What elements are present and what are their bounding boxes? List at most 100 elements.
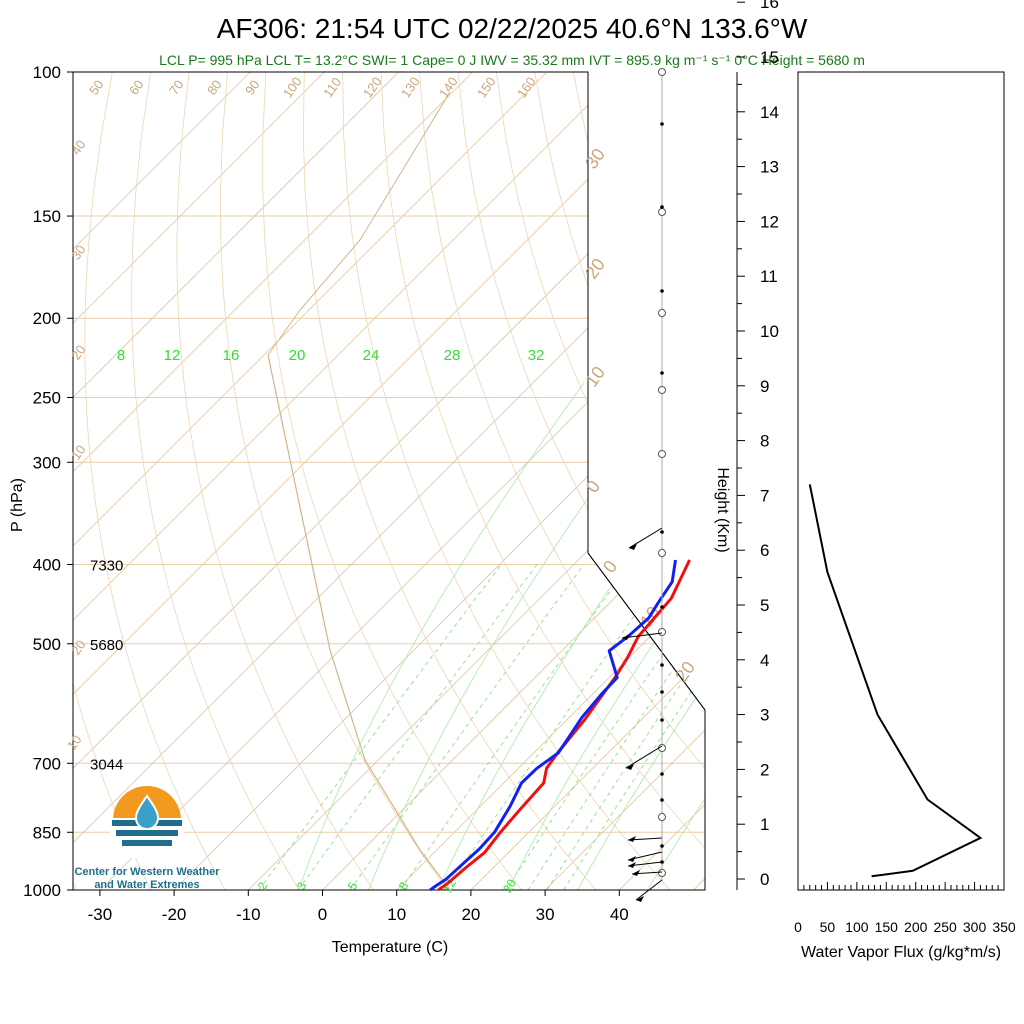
height-tick-label: 14 (760, 103, 779, 122)
height-tick-label: 10 (760, 322, 779, 341)
dry-adiabat-line (419, 72, 705, 890)
isotherm-line (693, 72, 705, 890)
skewt-frame-diagonal (587, 552, 706, 711)
dry-adiabat-label: 120 (360, 74, 385, 100)
dry-adiabat-line (176, 72, 374, 890)
wind-barb (628, 527, 663, 549)
mixing-ratio-line (527, 564, 705, 890)
x-tick-label: 20 (461, 905, 480, 924)
dry-adiabat-label: 30 (68, 242, 89, 262)
mixing-ratio-label: 28 (444, 347, 461, 364)
dry-adiabat-line (957, 72, 1024, 890)
y-tick-label: 400 (33, 555, 61, 574)
wind-level-dot (660, 289, 664, 293)
height-tick-label: 16 (760, 0, 779, 12)
x-axis-label: Temperature (C) (332, 939, 448, 956)
mixing-ratio-line (297, 564, 538, 890)
dry-adiabat-line (572, 72, 705, 890)
wind-level-dot (660, 798, 664, 802)
dry-adiabat-line (496, 72, 705, 890)
parcel-curve-upper (267, 91, 451, 356)
y-tick-label: 700 (33, 754, 61, 773)
isotherm-line (544, 72, 705, 890)
dry-adiabat-label: 160 (514, 74, 539, 100)
dry-adiabat-line (880, 72, 1024, 890)
mixing-ratio-label: 20 (500, 876, 519, 895)
height-tick-label: 5 (760, 596, 769, 615)
logo-line-2: and Water Extremes (94, 879, 199, 891)
dry-adiabat-label: 20 (671, 658, 699, 686)
y-tick-label: 500 (33, 635, 61, 654)
wind-barb-flag (632, 870, 640, 876)
x-tick-label: -10 (236, 905, 261, 924)
x-tick-label: 0 (318, 905, 327, 924)
height-tick-label: 9 (760, 377, 769, 396)
flux-tick-label: 50 (820, 919, 836, 935)
wind-barb-flag (622, 634, 630, 640)
wind-level-dot (660, 122, 664, 126)
height-tick-label: 2 (760, 760, 769, 779)
height-tick-label: 11 (760, 267, 778, 286)
wind-barb (621, 632, 663, 639)
x-tick-label: -30 (88, 905, 113, 924)
height-tick-label: 4 (760, 651, 769, 670)
wind-level-circle (658, 309, 666, 317)
wind-level-dot (660, 772, 664, 776)
logo-line-1: Center for Western Weather (74, 866, 220, 878)
y-tick-label: 150 (33, 207, 61, 226)
wind-level-circle (658, 549, 666, 557)
isotherm-line (73, 72, 705, 890)
isotherm-line (99, 72, 705, 890)
mixing-ratio-line (505, 564, 705, 890)
height-tick-label: 6 (760, 541, 769, 560)
isotherm-line (73, 72, 325, 890)
wind-barb-flag (628, 836, 636, 842)
flux-tick-label: 300 (963, 919, 987, 935)
dry-adiabat-label: 110 (320, 75, 344, 101)
parcel-curve (267, 354, 451, 891)
wind-level-dot (660, 371, 664, 375)
isotherm-line (73, 72, 622, 890)
chart-subtitle: LCL P= 995 hPa LCL T= 13.2°C SWI= 1 Cape… (159, 52, 865, 68)
dry-adiabat-line (380, 72, 705, 890)
flux-tick-label: 100 (845, 919, 869, 935)
moist-adiabat-line (368, 382, 671, 890)
dry-adiabat-label: 10 (64, 732, 85, 752)
mixing-ratio-label: 12 (164, 347, 181, 364)
mixing-ratio-label: 24 (363, 347, 380, 364)
skewt-frame (72, 71, 706, 891)
isotherm-line (73, 72, 473, 890)
moist-adiabat-line (437, 382, 705, 890)
flux-tick-label: 200 (904, 919, 928, 935)
dry-adiabat-line (302, 72, 597, 890)
y-tick-label: 100 (33, 63, 61, 82)
y-tick-label: 200 (33, 309, 61, 328)
mixing-ratio-label: 32 (528, 347, 545, 364)
dry-adiabat-label: 20 (68, 637, 89, 657)
flux-tick-label: 250 (933, 919, 957, 935)
wind-level-dot (660, 663, 664, 667)
dry-adiabat-label: 40 (68, 137, 89, 157)
wind-barb-flag (629, 544, 637, 550)
wind-level-dot (660, 205, 664, 209)
height-annotation: 5680 (90, 637, 123, 654)
flux-line (808, 484, 983, 878)
dry-adiabat-label: 50 (86, 77, 107, 97)
wind-level-dot (660, 530, 664, 534)
dewpoint-line (429, 559, 677, 892)
height-tick-label: 8 (760, 432, 769, 451)
x-tick-label: 40 (610, 905, 629, 924)
wind-level-circle (658, 208, 666, 216)
wind-level-circle (658, 813, 666, 821)
mixing-ratio-line (258, 564, 502, 890)
dry-adiabat-line (727, 72, 1024, 890)
height-tick-label: 13 (760, 158, 779, 177)
flux-axis-label: Water Vapor Flux (g/kg*m/s) (801, 944, 1001, 961)
x-tick-label: 30 (536, 905, 555, 924)
isotherm-line (619, 72, 705, 890)
wind-barb-flag (628, 856, 636, 862)
dry-adiabat-line (919, 72, 1024, 890)
dry-adiabat-line (842, 72, 1024, 890)
y-tick-label: 1000 (23, 881, 61, 900)
